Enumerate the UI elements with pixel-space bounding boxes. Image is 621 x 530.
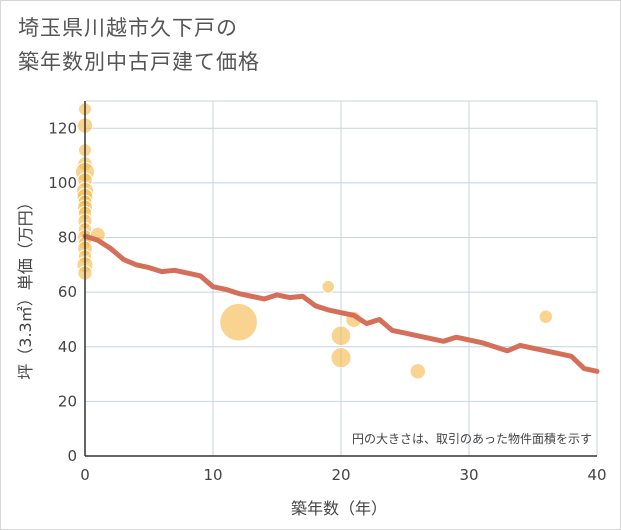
x-tick-label: 30 xyxy=(459,466,478,484)
y-axis-label: 坪（3.3㎡）単価（万円） xyxy=(16,194,35,379)
chart-title-line1: 埼玉県川越市久下戸の xyxy=(18,16,238,40)
x-tick-label: 20 xyxy=(331,466,350,484)
y-tick-label: 80 xyxy=(58,229,77,247)
data-bubble xyxy=(330,347,352,369)
data-bubble xyxy=(330,325,352,347)
chart-title: 埼玉県川越市久下戸の 築年数別中古戸建て価格 xyxy=(18,11,260,79)
grid-layer xyxy=(85,100,598,456)
axis-layer: 0 10 20 30 40 0 20 40 60 80 100 120 xyxy=(48,101,607,484)
y-tick-label: 40 xyxy=(58,338,77,356)
y-tick-label: 100 xyxy=(48,174,77,192)
data-bubble xyxy=(538,309,554,324)
x-tick-label: 10 xyxy=(203,466,222,484)
y-tick-label: 0 xyxy=(67,447,77,465)
data-bubble xyxy=(321,279,335,294)
bubble-layer xyxy=(74,102,554,380)
y-tick-label: 20 xyxy=(58,392,77,410)
trend-line xyxy=(82,233,600,374)
trend-line-layer xyxy=(82,233,600,374)
y-tick-label: 60 xyxy=(58,283,77,301)
chart-title-line2: 築年数別中古戸建て価格 xyxy=(18,50,260,74)
data-bubble xyxy=(219,302,258,342)
x-axis-label: 築年数（年） xyxy=(291,499,387,518)
data-bubble xyxy=(409,363,426,380)
bubble-size-note: 円の大きさは、取引のあった物件面積を示す xyxy=(352,431,592,446)
x-tick-label: 40 xyxy=(587,466,606,484)
y-tick-label: 120 xyxy=(48,119,77,137)
x-tick-label: 0 xyxy=(80,466,90,484)
